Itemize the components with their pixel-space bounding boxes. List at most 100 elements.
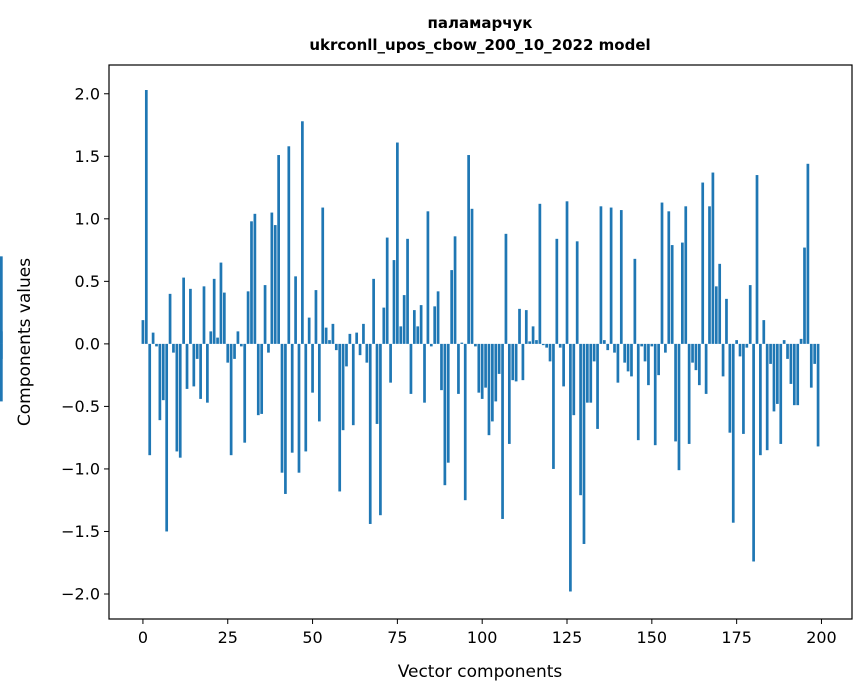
bar	[796, 343, 800, 406]
y-tick-label: 0.0	[75, 334, 100, 353]
bar	[660, 202, 664, 344]
bar	[243, 343, 247, 443]
bar	[731, 343, 735, 523]
bar	[613, 343, 616, 353]
bar	[694, 343, 698, 371]
bar	[443, 343, 447, 486]
bar	[514, 343, 518, 382]
bar	[453, 236, 457, 344]
bar	[236, 331, 240, 344]
bar	[141, 320, 145, 344]
bar	[606, 343, 610, 351]
bar	[484, 343, 487, 388]
bar	[538, 203, 542, 344]
bar	[633, 258, 637, 344]
bar	[423, 343, 426, 403]
bar	[789, 343, 793, 384]
x-tick-label: 50	[302, 628, 322, 647]
bar	[765, 343, 769, 451]
x-tick-label: 100	[467, 628, 498, 647]
bar	[548, 343, 552, 362]
bar	[562, 343, 565, 387]
bar	[209, 331, 213, 344]
bar	[199, 343, 202, 399]
bar	[609, 207, 613, 344]
bar	[599, 206, 603, 344]
bar	[507, 343, 511, 444]
bar	[463, 343, 467, 501]
bar	[558, 343, 562, 348]
bar	[714, 286, 718, 344]
bar	[219, 262, 223, 344]
bar	[379, 343, 382, 516]
bar	[392, 260, 396, 344]
bar	[681, 242, 684, 344]
bar	[0, 331, 3, 344]
y-axis-ticks: 2.0 1.5 1.0 0.5 0.0 −0.5 −1.0 −1.5 −2.0	[61, 84, 109, 603]
bar	[290, 343, 294, 453]
bar	[287, 146, 291, 344]
bar	[708, 206, 711, 344]
bar	[260, 343, 264, 414]
bar	[497, 343, 501, 374]
bar	[440, 343, 443, 391]
bar	[0, 256, 3, 344]
bar	[596, 343, 599, 429]
bar	[748, 285, 752, 344]
bar	[592, 343, 596, 362]
bar	[182, 277, 185, 344]
y-tick-label: −1.5	[61, 522, 100, 541]
bar	[368, 343, 372, 524]
bar	[725, 298, 728, 344]
bar	[409, 343, 413, 394]
bar	[697, 343, 701, 386]
bar	[178, 343, 182, 458]
bar	[494, 343, 498, 402]
y-tick-label: 1.0	[75, 209, 100, 228]
bars-group	[0, 90, 820, 592]
x-tick-label: 0	[138, 628, 148, 647]
bar	[792, 343, 796, 406]
bar	[653, 343, 657, 446]
bar	[172, 343, 175, 353]
bar	[636, 343, 640, 441]
y-tick-label: 0.5	[75, 272, 100, 291]
bar	[328, 340, 331, 344]
bar	[470, 208, 474, 344]
bar	[389, 343, 392, 383]
bar	[426, 211, 430, 344]
bar	[239, 343, 243, 347]
bar	[195, 343, 199, 359]
bar	[664, 343, 667, 353]
bar	[487, 343, 491, 436]
chart-title: паламарчук	[428, 14, 533, 32]
y-tick-label: 2.0	[75, 84, 100, 103]
bar	[148, 343, 152, 456]
bar	[480, 343, 484, 399]
bar	[704, 343, 708, 394]
bar	[511, 343, 515, 381]
bar	[277, 155, 280, 344]
bar	[718, 263, 722, 344]
bar	[229, 343, 233, 456]
bar	[816, 343, 820, 447]
x-tick-label: 25	[218, 628, 238, 647]
bar	[643, 343, 647, 362]
bar	[334, 343, 338, 351]
y-axis-label: Components values	[15, 258, 35, 426]
bar	[721, 343, 725, 377]
bar	[304, 343, 308, 452]
bar	[582, 343, 586, 544]
y-tick-label: −0.5	[61, 397, 100, 416]
bar	[385, 237, 389, 344]
bar	[280, 343, 284, 473]
bar	[412, 310, 416, 344]
bar	[524, 310, 528, 344]
bar	[545, 343, 549, 348]
bar	[206, 343, 209, 403]
bar	[324, 327, 328, 344]
bar	[436, 291, 440, 344]
bar	[521, 343, 525, 381]
